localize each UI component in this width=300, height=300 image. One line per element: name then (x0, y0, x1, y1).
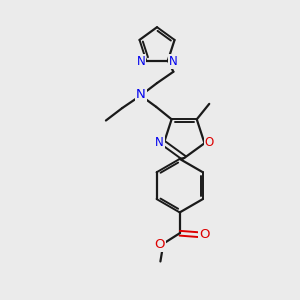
Text: O: O (199, 228, 210, 241)
Text: N: N (155, 136, 164, 149)
Text: N: N (169, 55, 178, 68)
Text: N: N (136, 88, 146, 101)
Text: O: O (205, 136, 214, 149)
Text: O: O (154, 238, 165, 251)
Text: N: N (136, 55, 145, 68)
